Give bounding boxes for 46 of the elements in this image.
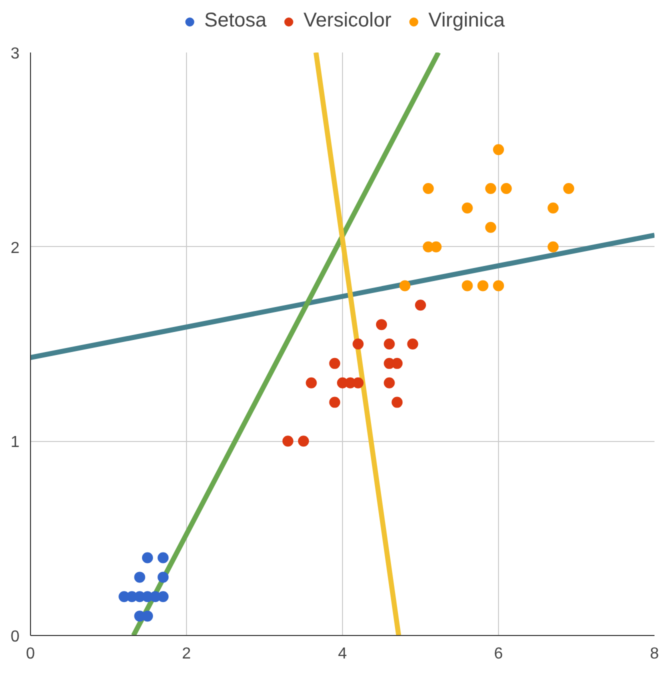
x-tick-label: 8 — [650, 646, 660, 662]
point — [493, 144, 504, 156]
point — [477, 280, 488, 292]
point — [407, 338, 418, 350]
point — [329, 358, 340, 369]
point — [282, 436, 294, 447]
legend-label: Versicolor — [304, 10, 392, 32]
point — [493, 280, 504, 292]
point — [399, 280, 410, 292]
point — [142, 552, 153, 564]
x-tick-label: 4 — [338, 646, 348, 662]
x-tick-label: 6 — [494, 646, 504, 662]
point — [392, 358, 403, 369]
point — [352, 338, 364, 350]
point — [376, 319, 387, 330]
x-tick-label: 0 — [26, 646, 36, 662]
legend-label: Virginica — [428, 10, 505, 32]
point — [563, 183, 574, 194]
point — [462, 280, 473, 292]
point — [142, 610, 153, 622]
point — [422, 183, 434, 194]
y-tick-label: 2 — [10, 240, 20, 257]
y-tick-label: 3 — [10, 46, 20, 62]
point — [352, 377, 364, 388]
point — [548, 241, 559, 252]
y-tick-label: 0 — [10, 628, 20, 646]
point — [392, 396, 403, 408]
point — [485, 183, 496, 194]
point — [329, 396, 340, 408]
point — [500, 183, 512, 194]
point — [158, 552, 169, 564]
point — [306, 377, 317, 388]
point — [158, 591, 169, 602]
x-tick-label: 2 — [182, 646, 192, 662]
point — [462, 202, 473, 214]
point — [384, 338, 395, 350]
legend-label: Setosa — [204, 10, 267, 32]
point — [415, 300, 426, 311]
y-tick-label: 1 — [10, 434, 20, 452]
point — [134, 572, 146, 583]
point — [430, 241, 442, 252]
point — [548, 202, 559, 214]
point — [384, 377, 395, 388]
point — [158, 572, 169, 583]
point — [298, 436, 309, 447]
point — [485, 222, 496, 233]
